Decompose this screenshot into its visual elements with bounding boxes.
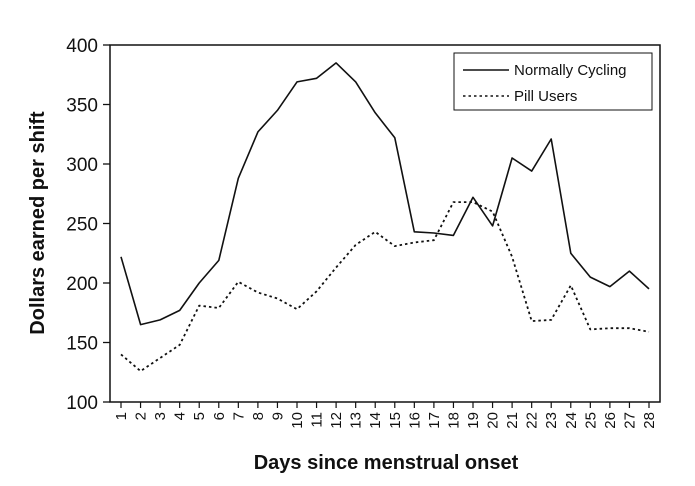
x-tick-label-15: 15 xyxy=(387,412,404,429)
y-tick-label-350: 350 xyxy=(66,96,98,117)
series-line-normally-cycling xyxy=(120,62,650,326)
x-tick-label-11: 11 xyxy=(309,412,326,428)
x-tick-label-20: 20 xyxy=(485,412,502,429)
y-axis: 100 150 200 250 300 350 400 xyxy=(66,36,110,414)
x-axis-title: Days since menstrual onset xyxy=(254,452,519,474)
y-tick-label-250: 250 xyxy=(66,215,98,236)
x-tick-label-14: 14 xyxy=(367,412,384,429)
legend-label-pill-users: Pill Users xyxy=(514,88,577,105)
x-tick-label-22: 22 xyxy=(524,412,541,429)
x-tick-label-6: 6 xyxy=(211,412,228,420)
legend-box xyxy=(453,52,653,111)
y-tick-label-200: 200 xyxy=(66,274,98,295)
series-layer xyxy=(120,62,650,373)
legend-label-normally-cycling: Normally Cycling xyxy=(514,62,627,79)
series-line-pill-users xyxy=(120,201,650,373)
x-tick-label-3: 3 xyxy=(152,412,169,420)
x-tick-label-8: 8 xyxy=(250,412,267,420)
x-tick-label-10: 10 xyxy=(289,412,306,429)
x-tick-label-21: 21 xyxy=(504,412,521,429)
x-tick-label-4: 4 xyxy=(172,412,189,420)
x-tick-label-7: 7 xyxy=(230,412,247,420)
x-tick-label-24: 24 xyxy=(563,412,580,429)
x-axis: 1 2 3 4 5 6 7 8 9 10 11 12 13 14 15 16 17 18 19 20 21 22 23 24 2… xyxy=(113,402,658,429)
x-tick-label-5: 5 xyxy=(191,412,208,420)
y-tick-label-150: 150 xyxy=(66,334,98,355)
y-tick-label-400: 400 xyxy=(66,36,98,57)
x-tick-label-27: 27 xyxy=(621,412,638,429)
x-tick-label-18: 18 xyxy=(445,412,462,429)
y-axis-title: Dollars earned per shift xyxy=(27,111,49,335)
x-tick-label-2: 2 xyxy=(133,412,150,420)
legend: Normally Cycling Pill Users xyxy=(453,52,653,111)
x-tick-label-28: 28 xyxy=(641,412,658,429)
y-tick-label-100: 100 xyxy=(66,393,98,414)
x-tick-label-19: 19 xyxy=(465,412,482,429)
x-tick-label-25: 25 xyxy=(582,412,599,429)
x-tick-label-13: 13 xyxy=(348,412,365,429)
x-tick-label-26: 26 xyxy=(602,412,619,429)
y-tick-label-300: 300 xyxy=(66,155,98,176)
x-tick-label-1: 1 xyxy=(113,412,130,420)
x-tick-label-12: 12 xyxy=(328,412,345,429)
x-tick-label-16: 16 xyxy=(406,412,423,429)
x-tick-label-9: 9 xyxy=(269,412,286,420)
x-tick-label-17: 17 xyxy=(426,412,443,429)
x-tick-label-23: 23 xyxy=(543,412,560,429)
